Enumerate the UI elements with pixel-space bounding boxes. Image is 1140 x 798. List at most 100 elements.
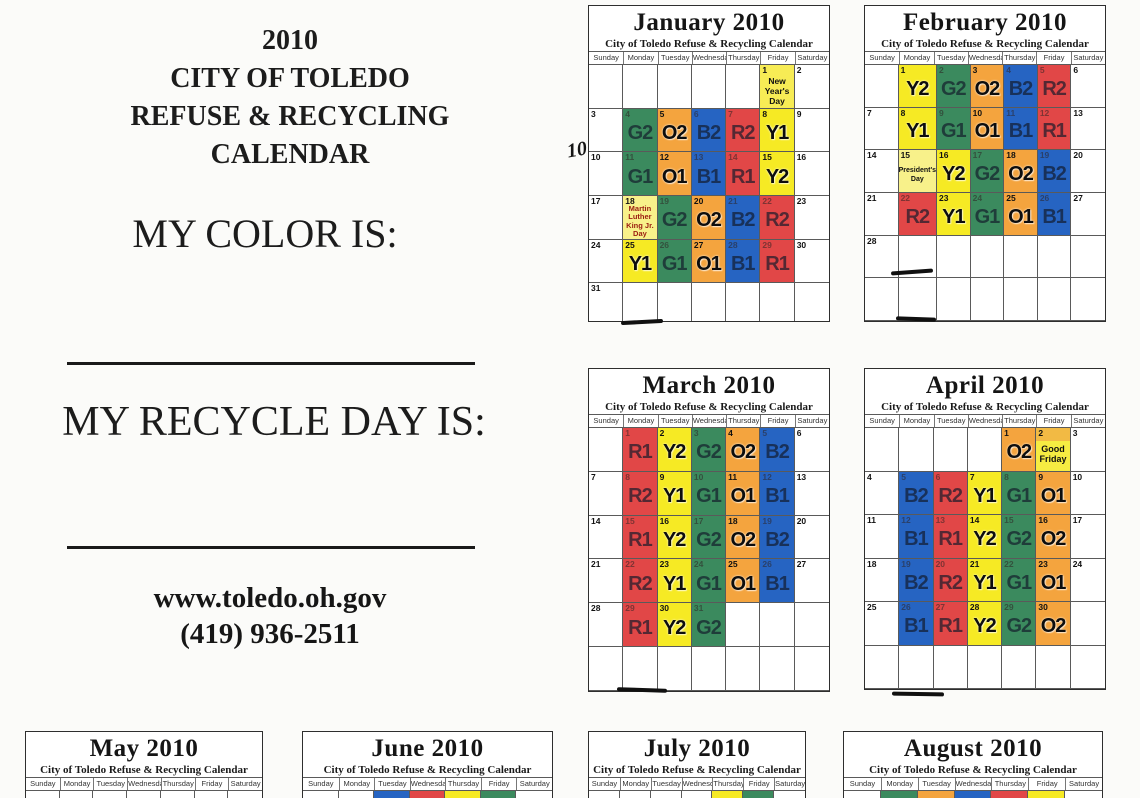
calendar-cell — [865, 278, 899, 321]
day-number: 4 — [867, 471, 872, 482]
pickup-code: R1 — [938, 528, 963, 551]
pickup-code: R2 — [905, 205, 931, 228]
day-number: 10 — [693, 471, 704, 482]
day-number: 3 — [591, 108, 596, 119]
day-name: Friday — [760, 52, 794, 64]
calendar-cell: 8 Y1 — [760, 108, 795, 153]
calendar-cell: 9 — [794, 109, 829, 153]
calendar-cell: 7 R2 — [726, 108, 761, 153]
pickup-code: B1 — [1042, 205, 1067, 228]
pickup-code: O1 — [974, 120, 1001, 143]
calendar-cell: 11 O1 — [726, 471, 761, 516]
day-number: 10 — [1072, 471, 1083, 482]
pickup-code: Y1 — [942, 205, 965, 228]
calendar-cell — [589, 791, 620, 798]
pickup-code: Y1 — [765, 121, 789, 144]
pickup-code: R2 — [730, 121, 756, 144]
calendar-june: June 2010 City of Toledo Refuse & Recycli… — [302, 731, 553, 798]
pickup-code: R1 — [1042, 120, 1067, 143]
calendar-cell: 27 — [1071, 193, 1105, 236]
my-recycle-day-label: MY RECYCLE DAY IS: — [62, 399, 486, 445]
day-number: 12 — [1039, 107, 1050, 118]
month-grid — [844, 791, 1102, 798]
day-number: 10 — [972, 107, 983, 118]
calendar-cell — [760, 283, 795, 321]
day-name: Thursday — [445, 778, 481, 790]
holiday-label: Good Friday — [1039, 443, 1067, 464]
calendar-cell — [1036, 645, 1071, 689]
month-grid: 1 R1 2 Y2 3 G2 4 O2 5 B2 6 7 8 R2 9 Y1 10 G1 11 O1 12 B1 13 14 1… — [589, 428, 829, 691]
day-number: 27 — [693, 239, 704, 250]
pickup-code: O1 — [1040, 571, 1067, 594]
day-number: 31 — [591, 283, 601, 294]
calendar-cell — [743, 791, 775, 798]
calendar-cell: 29 R1 — [760, 239, 795, 284]
day-number: 14 — [969, 515, 980, 525]
day-number: 17 — [591, 195, 601, 206]
day-number: 20 — [796, 515, 807, 526]
day-number: 15 — [625, 515, 635, 526]
pickup-code: G1 — [696, 572, 722, 595]
calendar-cell: 8 G1 — [1002, 471, 1037, 515]
calendar-cell — [967, 428, 1003, 472]
pickup-code: B2 — [904, 571, 929, 594]
pickup-code: Y2 — [973, 615, 996, 638]
day-number: 9 — [659, 471, 665, 482]
calendar-cell — [657, 647, 692, 691]
calendar-cell — [1004, 278, 1038, 321]
day-number: 1 — [1004, 428, 1009, 438]
day-name: Wednesday — [954, 778, 992, 790]
calendar-cell: 18 Martin Luther King Jr. Day — [623, 195, 658, 240]
calendar-cell: 17 — [589, 195, 624, 240]
title-calendar: CALENDAR — [210, 139, 370, 170]
pickup-code: Y2 — [662, 616, 686, 639]
calendar-cell — [409, 791, 446, 798]
calendar-cell: 22 R2 — [623, 559, 658, 604]
pickup-code: O2 — [730, 529, 756, 552]
calendar-cell: 13 — [794, 472, 829, 516]
day-name: Monday — [880, 778, 918, 790]
calendar-cell — [303, 791, 339, 798]
day-number: 3 — [693, 428, 699, 438]
pickup-code: B2 — [765, 441, 790, 464]
calendar-cell: 17 G2 — [691, 515, 727, 560]
month-grid — [303, 791, 552, 798]
day-number: 30 — [796, 239, 807, 250]
phone-number: (419) 936-2511 — [180, 618, 360, 650]
day-number: 15 — [900, 150, 911, 161]
day-number: 24 — [972, 193, 983, 203]
calendar-cell — [844, 791, 881, 798]
calendar-cell: 28 — [865, 235, 899, 279]
day-name: Monday — [623, 415, 657, 427]
day-name: Friday — [480, 778, 517, 790]
day-number: 30 — [659, 603, 670, 614]
month-title: February 2010 — [902, 9, 1068, 36]
day-number: 16 — [939, 150, 949, 161]
day-number: 22 — [900, 193, 911, 203]
calendar-cell: 5 B2 — [899, 471, 934, 515]
calendar-cell: 14 Y2 — [967, 515, 1003, 559]
day-name: Friday — [743, 778, 774, 790]
day-name: Tuesday — [933, 415, 968, 427]
calendar-cell — [623, 65, 658, 109]
pickup-code: O2 — [730, 441, 756, 464]
calendar-cell — [339, 791, 375, 798]
calendar-cell: 20 O2 — [691, 195, 727, 240]
day-number: 18 — [625, 195, 635, 206]
pickup-code: Y2 — [906, 77, 929, 100]
calendar-cell: 19 B2 — [1037, 150, 1072, 193]
day-number: 27 — [1073, 193, 1083, 203]
day-number: 31 — [693, 603, 704, 614]
calendar-cell — [658, 283, 692, 321]
day-number: 13 — [693, 152, 704, 163]
calendar-cell — [774, 791, 805, 798]
calendar-cell: 2 Y2 — [657, 428, 692, 472]
calendar-subtitle: City of Toledo Refuse & Recycling Calend… — [869, 764, 1077, 776]
pickup-code: B2 — [1008, 77, 1034, 100]
day-name: Thursday — [1002, 415, 1036, 427]
holiday-label: New Year's Day — [764, 75, 790, 106]
pickup-code: B2 — [904, 484, 929, 507]
calendar-cell — [970, 278, 1005, 321]
day-name: Saturday — [1065, 778, 1102, 790]
month-title: January 2010 — [633, 9, 785, 36]
